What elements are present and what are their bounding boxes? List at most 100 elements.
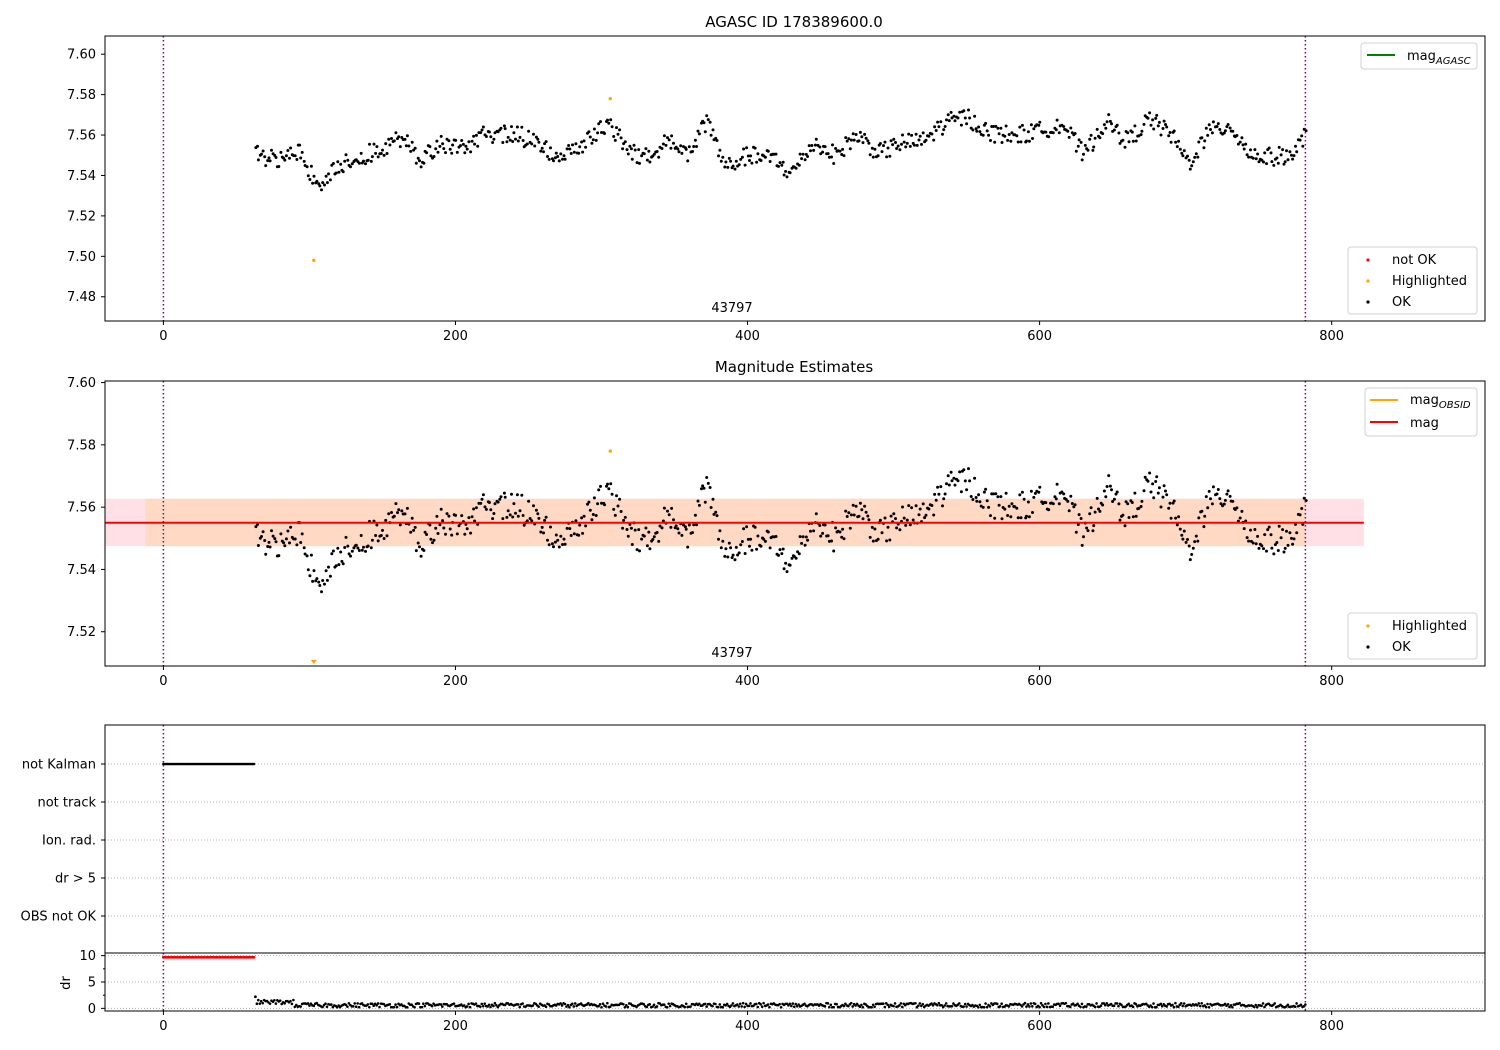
ok-magnitude-point <box>432 155 436 158</box>
ok-magnitude-point <box>705 476 709 479</box>
ok-magnitude-point <box>1079 517 1083 520</box>
ok-magnitude-point <box>680 151 684 155</box>
ok-magnitude-point <box>1108 484 1112 488</box>
ok-magnitude-point <box>1070 502 1074 505</box>
ok-magnitude-point <box>958 470 962 474</box>
ok-magnitude-point <box>527 499 531 503</box>
dr-point <box>1068 1005 1072 1009</box>
ok-magnitude-point <box>1057 502 1061 506</box>
ok-magnitude-point <box>1270 160 1274 164</box>
ok-magnitude-point <box>309 164 313 168</box>
ok-magnitude-point <box>696 129 700 133</box>
ok-magnitude-point <box>1091 148 1095 152</box>
y-tick-label: 7.60 <box>67 48 96 63</box>
ok-magnitude-point <box>312 569 316 573</box>
ok-magnitude-point <box>1207 123 1211 127</box>
ok-magnitude-point <box>582 139 586 143</box>
ok-magnitude-point <box>609 118 613 122</box>
ok-magnitude-point <box>994 492 998 496</box>
ok-magnitude-point <box>971 498 975 501</box>
dr-point <box>531 1004 535 1007</box>
ok-magnitude-point <box>756 534 760 538</box>
dr-point <box>496 1005 500 1009</box>
ok-magnitude-point <box>766 149 770 153</box>
ok-magnitude-point <box>534 135 538 139</box>
ok-magnitude-point <box>423 530 427 534</box>
ok-magnitude-point <box>337 170 341 174</box>
ok-magnitude-point <box>652 152 656 156</box>
ok-magnitude-point <box>442 147 446 151</box>
dr-point <box>1204 1005 1208 1009</box>
panel2-title: Magnitude Estimates <box>715 358 873 376</box>
ok-magnitude-point <box>638 161 641 165</box>
dr-point <box>1057 1002 1060 1006</box>
ok-magnitude-point <box>512 131 516 135</box>
ok-magnitude-point <box>1228 126 1232 130</box>
ok-magnitude-point <box>1104 495 1108 499</box>
ok-magnitude-point <box>610 125 614 129</box>
ok-magnitude-point <box>854 133 858 136</box>
ok-magnitude-point <box>279 150 283 154</box>
dr-point <box>626 1005 630 1009</box>
ok-magnitude-point <box>568 527 572 531</box>
ok-magnitude-point <box>299 541 303 544</box>
ok-magnitude-point <box>592 127 596 131</box>
dr-point <box>315 1001 319 1005</box>
ok-magnitude-point <box>1055 118 1059 122</box>
dr-point <box>625 1003 628 1007</box>
ok-magnitude-point <box>472 134 476 138</box>
dr-point <box>882 1002 885 1005</box>
ok-magnitude-point <box>1107 474 1111 478</box>
ok-magnitude-point <box>1281 148 1285 152</box>
ok-magnitude-point <box>941 132 944 136</box>
ok-magnitude-point <box>325 578 329 582</box>
ok-magnitude-point <box>934 498 938 502</box>
ok-magnitude-point <box>359 534 363 537</box>
ok-magnitude-point <box>457 524 461 528</box>
ok-magnitude-point <box>1167 506 1171 510</box>
ok-magnitude-point <box>1172 129 1176 133</box>
ok-magnitude-point <box>812 148 816 152</box>
ok-magnitude-point <box>798 535 802 539</box>
ok-magnitude-point <box>505 515 509 519</box>
ok-magnitude-point <box>618 128 622 132</box>
ok-magnitude-point <box>644 526 648 530</box>
ok-magnitude-point <box>1060 490 1064 494</box>
ok-magnitude-point <box>384 142 388 146</box>
legend-highlighted-label: Highlighted <box>1392 619 1467 634</box>
dr-point <box>606 1001 609 1005</box>
dr-point <box>1029 1002 1033 1005</box>
ok-magnitude-point <box>1004 491 1008 495</box>
dr-point <box>1226 1003 1230 1006</box>
ok-magnitude-point <box>435 514 439 518</box>
ok-magnitude-point <box>677 531 681 535</box>
dr-point <box>353 1002 357 1005</box>
ok-magnitude-point <box>790 556 794 560</box>
ok-magnitude-point <box>686 159 690 163</box>
ok-magnitude-point <box>1104 126 1108 130</box>
y-tick-label: 7.60 <box>67 376 96 391</box>
ok-magnitude-point <box>860 508 864 512</box>
ok-magnitude-point <box>1102 123 1106 127</box>
dr-point <box>893 1002 897 1005</box>
ok-magnitude-point <box>946 474 950 478</box>
ok-magnitude-point <box>745 525 749 529</box>
ok-magnitude-point <box>590 518 594 522</box>
ok-magnitude-point <box>997 132 1001 136</box>
dr-point <box>655 1005 659 1008</box>
ok-magnitude-point <box>1156 124 1160 128</box>
ok-magnitude-point <box>254 525 258 529</box>
ok-magnitude-point <box>1000 141 1004 144</box>
ok-magnitude-point <box>723 554 727 558</box>
ok-magnitude-point <box>927 134 931 138</box>
ok-magnitude-point <box>1165 125 1169 129</box>
dr-point <box>468 1005 472 1009</box>
ok-magnitude-point <box>1245 153 1249 157</box>
dr-point <box>357 1005 361 1009</box>
dr-point <box>756 1005 760 1009</box>
ok-magnitude-point <box>1054 497 1058 501</box>
ok-magnitude-point <box>1130 501 1134 504</box>
dr-point <box>441 1005 444 1008</box>
ok-magnitude-point <box>697 503 701 507</box>
ok-magnitude-point <box>867 518 871 522</box>
